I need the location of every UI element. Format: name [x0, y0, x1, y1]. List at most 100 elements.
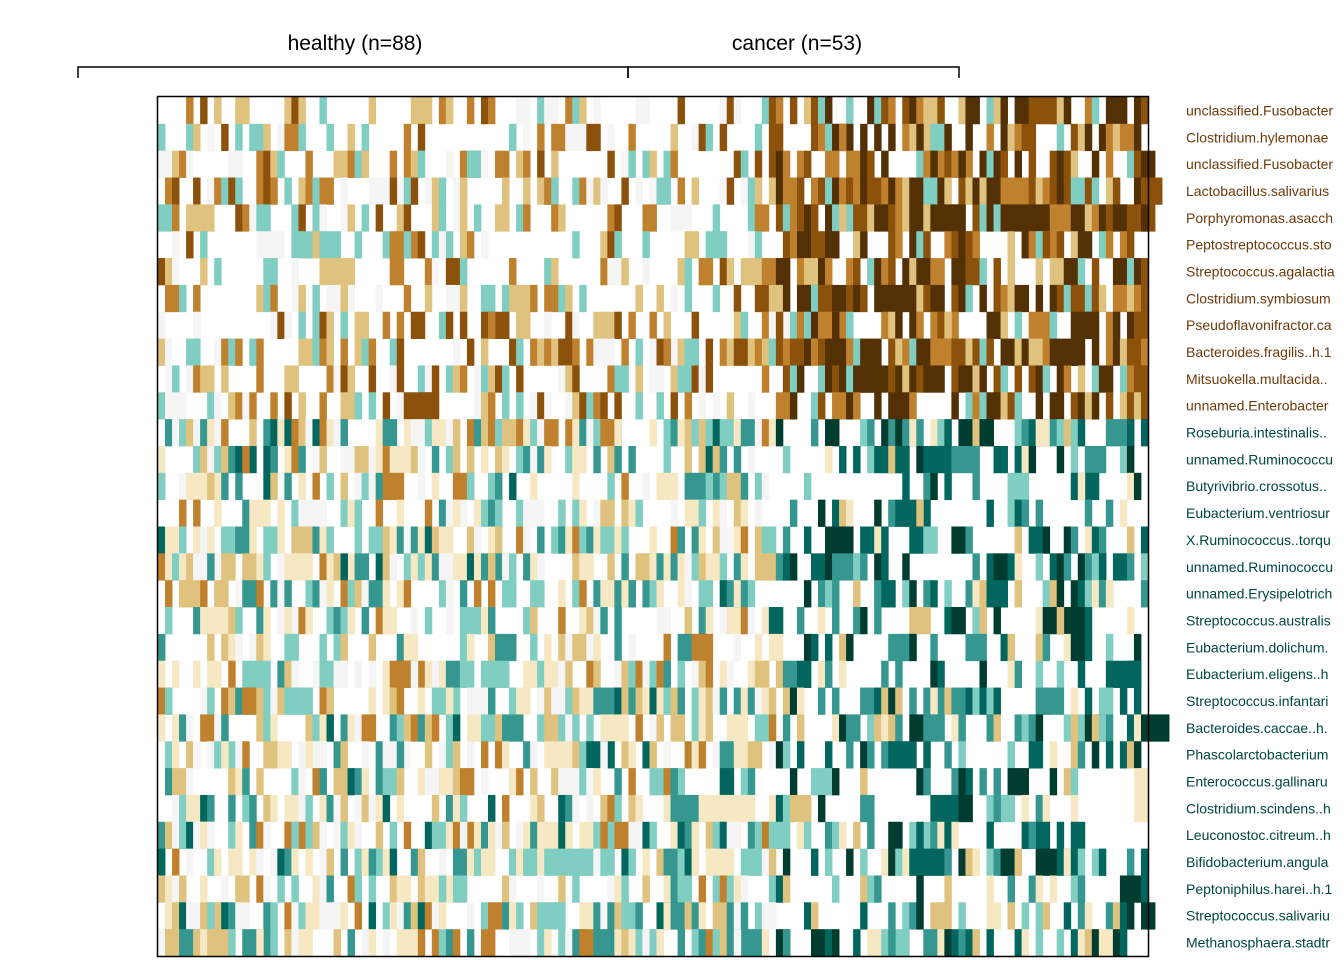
heatmap-cell: [186, 231, 194, 259]
heatmap-cell: [158, 338, 166, 366]
heatmap-cell: [972, 177, 980, 205]
heatmap-cell: [172, 714, 180, 742]
heatmap-cell: [207, 660, 222, 688]
heatmap-cell: [375, 794, 384, 823]
heatmap-cell: [972, 929, 980, 957]
heatmap-cell: [1063, 553, 1072, 581]
heatmap-cell: [663, 741, 671, 769]
heatmap-cell: [796, 714, 805, 742]
heatmap-cell: [789, 97, 798, 125]
heatmap-cell: [860, 284, 868, 313]
heatmap-cell: [1000, 338, 1008, 366]
heatmap-cell: [1140, 338, 1149, 366]
heatmap-cell: [846, 741, 854, 769]
heatmap-cell: [452, 768, 461, 796]
heatmap-cell: [916, 204, 924, 232]
heatmap-cell: [382, 419, 391, 447]
heatmap-cell: [782, 177, 791, 205]
heatmap-cell: [488, 633, 496, 662]
heatmap-cell: [1028, 445, 1037, 474]
heatmap-cell: [375, 445, 384, 474]
heatmap-cell: [235, 150, 243, 178]
heatmap-cell: [642, 472, 650, 501]
heatmap-cell: [382, 580, 391, 608]
heatmap-cell: [1035, 419, 1044, 447]
heatmap-cell: [635, 365, 643, 393]
heatmap-cell: [221, 123, 229, 152]
heatmap-cell: [1042, 902, 1051, 930]
heatmap-cell: [495, 445, 503, 474]
heatmap-cell: [516, 150, 524, 178]
heatmap-cell: [579, 580, 587, 608]
heatmap-cell: [818, 660, 826, 688]
heatmap-cell: [326, 338, 334, 366]
heatmap-cell: [565, 97, 573, 125]
heatmap-cell: [438, 499, 447, 527]
heatmap-cell: [1077, 338, 1086, 366]
heatmap-cell: [263, 687, 271, 715]
heatmap-cell: [958, 902, 966, 930]
heatmap-cell: [544, 392, 552, 420]
heatmap-cell: [158, 392, 166, 420]
heatmap-cell: [586, 607, 594, 635]
heatmap-cell: [825, 633, 833, 662]
heatmap-cell: [684, 392, 693, 420]
heatmap-cell: [656, 660, 664, 688]
heatmap-cell: [972, 338, 980, 366]
heatmap-cell: [298, 97, 306, 125]
heatmap-cell: [530, 499, 538, 527]
heatmap-cell: [228, 929, 236, 957]
heatmap-cell: [410, 553, 419, 581]
heatmap-cell: [565, 392, 573, 420]
heatmap-cell: [242, 580, 250, 608]
heatmap-cell: [165, 365, 173, 393]
heatmap-cell: [193, 660, 201, 688]
heatmap-cell: [1070, 794, 1079, 823]
heatmap-cell: [719, 875, 728, 903]
heatmap-cell: [607, 794, 615, 823]
heatmap-cell: [1014, 553, 1023, 581]
heatmap-cell: [775, 741, 784, 769]
heatmap-cell: [305, 741, 313, 769]
heatmap-cell: [677, 97, 685, 125]
heatmap-cell: [509, 714, 517, 742]
heatmap-cell: [902, 633, 910, 662]
heatmap-cell: [544, 419, 559, 447]
heatmap-cell: [818, 768, 833, 796]
heatmap-cell: [810, 177, 819, 205]
heatmap-cell: [263, 123, 271, 152]
heatmap-cell: [628, 768, 636, 796]
heatmap-cell: [825, 821, 833, 850]
heatmap-cell: [480, 902, 489, 930]
heatmap-cell: [284, 929, 292, 957]
row-label: unnamed.Erysipelotrich: [1186, 586, 1332, 602]
heatmap-cell: [1014, 392, 1023, 420]
heatmap-cell: [193, 526, 201, 554]
heatmap-cells: [158, 97, 1170, 957]
heatmap-cell: [867, 875, 875, 903]
heatmap-cell: [1077, 821, 1086, 850]
heatmap-cell: [403, 150, 412, 178]
heatmap-cell: [677, 204, 685, 232]
heatmap-cell: [726, 177, 735, 205]
heatmap-cell: [691, 902, 700, 930]
heatmap-cell: [565, 714, 573, 742]
heatmap-cell: [930, 821, 938, 850]
heatmap-cell: [881, 714, 889, 742]
heatmap-cell: [361, 768, 370, 796]
heatmap-cell: [818, 258, 826, 286]
heatmap-cell: [558, 821, 566, 850]
heatmap-cell: [1028, 150, 1037, 178]
heatmap-cell: [1077, 580, 1086, 608]
heatmap-cell: [649, 311, 657, 339]
heatmap-cell: [740, 607, 749, 635]
heatmap-cell: [986, 714, 994, 742]
heatmap-cell: [1126, 311, 1135, 339]
heatmap-cell: [1077, 123, 1086, 152]
heatmap-cell: [523, 204, 531, 232]
heatmap-cell: [579, 284, 587, 313]
heatmap-cell: [389, 687, 398, 715]
heatmap-cell: [459, 768, 468, 796]
heatmap-cell: [593, 768, 601, 796]
heatmap-cell: [509, 284, 531, 313]
